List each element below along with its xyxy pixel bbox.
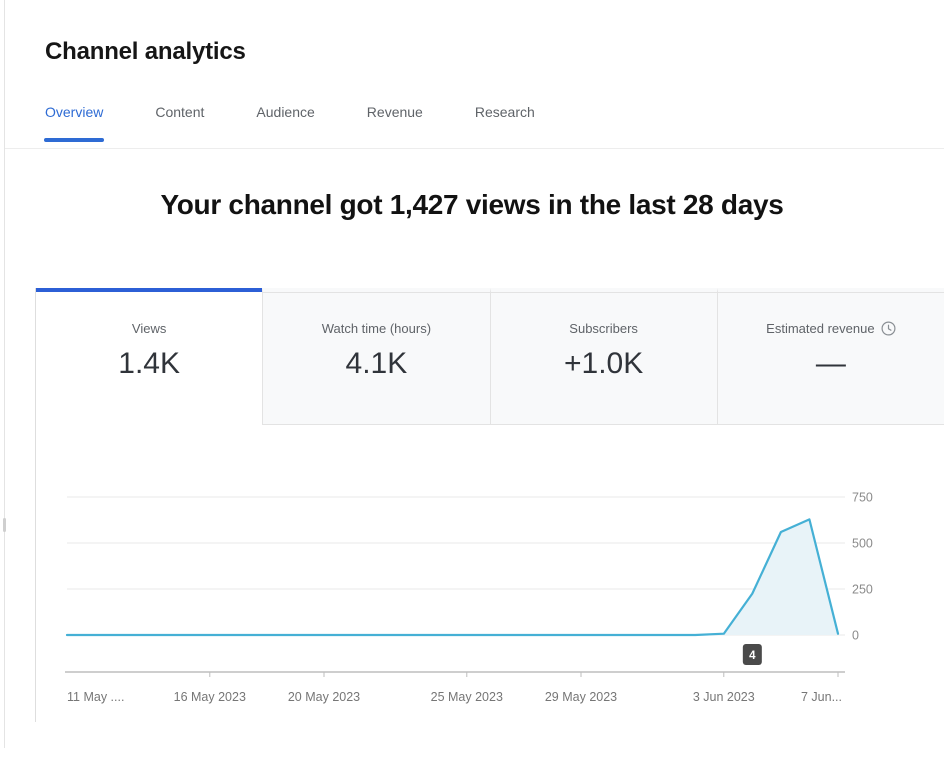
analytics-tabs: Overview Content Audience Revenue Resear…	[43, 104, 535, 142]
summary-headline: Your channel got 1,427 views in the last…	[160, 189, 784, 220]
metric-card-views-value: 1.4K	[118, 347, 180, 380]
metric-card-watch-time[interactable]: Watch time (hours) 4.1K	[262, 288, 490, 425]
tab-audience[interactable]: Audience	[256, 104, 314, 142]
y-axis-label-0: 0	[852, 629, 859, 643]
window-left-edge	[4, 0, 5, 748]
tabs-divider	[5, 148, 944, 149]
y-axis-label-750: 750	[852, 491, 873, 505]
x-axis-label-4: 29 May 2023	[545, 690, 617, 704]
metric-card-estimated-revenue[interactable]: Estimated revenue —	[716, 288, 944, 425]
metric-card-subscribers[interactable]: Subscribers +1.0K	[489, 288, 717, 425]
clock-icon[interactable]	[881, 321, 896, 336]
tab-research[interactable]: Research	[475, 104, 535, 142]
tab-revenue-label: Revenue	[366, 104, 423, 120]
metric-card-subscribers-label: Subscribers	[569, 321, 638, 336]
hover-day-badge	[742, 644, 762, 665]
tab-content[interactable]: Content	[155, 104, 204, 142]
metric-card-views-label: Views	[131, 321, 167, 336]
views-trend-chart-svg: 0 250 500 750 11 May .... 16 May 2023 20 May 2…	[65, 491, 873, 704]
metric-card-estimated-revenue-label: Estimated revenue	[766, 321, 875, 336]
window-edge-notch	[3, 518, 6, 532]
x-axis-label-2: 20 May 2023	[288, 690, 360, 704]
x-axis-label-5: 3 Jun 2023	[693, 690, 755, 704]
y-axis-label-500: 500	[852, 537, 873, 551]
tab-overview-label: Overview	[45, 104, 104, 120]
tab-content-label: Content	[155, 104, 205, 120]
tab-overview[interactable]: Overview	[43, 104, 105, 142]
views-area-fill	[67, 519, 838, 635]
tab-audience-label: Audience	[256, 104, 315, 120]
page-title: Channel analytics	[45, 38, 246, 66]
tab-revenue[interactable]: Revenue	[367, 104, 423, 142]
metric-card-views[interactable]: Views 1.4K	[36, 288, 263, 425]
x-axis-label-6: 7 Jun...	[801, 690, 842, 704]
metric-card-estimated-revenue-value: —	[815, 347, 846, 380]
hover-day-badge-label: 4	[749, 650, 756, 662]
x-axis-label-1: 16 May 2023	[174, 690, 246, 704]
views-trend-line	[65, 518, 840, 637]
metric-card-watch-time-label: Watch time (hours)	[321, 321, 432, 336]
tab-research-label: Research	[474, 104, 535, 120]
x-axis-label-0: 11 May ....	[67, 690, 124, 704]
y-axis-label-250: 250	[852, 583, 873, 597]
metric-card-subscribers-value: +1.0K	[564, 347, 644, 380]
metric-cards: Views 1.4K Watch time (hours) 4.1K Subsc…	[36, 288, 944, 425]
analytics-panel: Views 1.4K Watch time (hours) 4.1K Subsc…	[35, 288, 944, 722]
metric-card-watch-time-value: 4.1K	[345, 347, 408, 380]
x-axis-label-3: 25 May 2023	[431, 690, 503, 704]
views-trend-chart[interactable]: 0 250 500 750 11 May .... 16 May 2023 20 May 2…	[36, 425, 944, 722]
